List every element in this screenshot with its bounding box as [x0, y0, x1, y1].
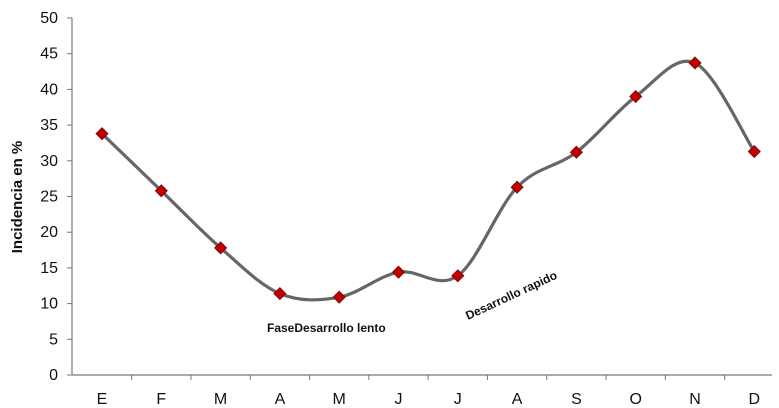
x-tick-label: N — [689, 391, 701, 408]
y-tick-label: 5 — [49, 331, 58, 348]
y-tick-label: 20 — [40, 224, 58, 241]
y-tick-label: 45 — [40, 46, 58, 63]
data-point-m-4 — [332, 290, 346, 304]
y-tick-label: 35 — [40, 117, 58, 134]
data-point-j-6 — [451, 269, 465, 283]
annotation-slow-phase: FaseDesarrollo lento — [267, 321, 386, 335]
x-tick-label: J — [454, 391, 462, 408]
x-tick-label: M — [214, 391, 227, 408]
data-point-f-1 — [154, 184, 168, 198]
x-tick-label: D — [749, 391, 761, 408]
x-tick-label: A — [512, 391, 523, 408]
y-tick-label: 50 — [40, 10, 58, 27]
series-markers — [95, 56, 761, 304]
x-tick-label: E — [97, 391, 108, 408]
x-tick-label: F — [156, 391, 166, 408]
x-tick-label: O — [629, 391, 641, 408]
data-point-e-0 — [95, 127, 109, 141]
annotation-fast-phase: Desarrollo rapido — [463, 268, 559, 323]
data-point-o-9 — [629, 89, 643, 104]
y-ticks: 0 5 10 15 20 25 30 35 40 45 50 — [40, 10, 72, 384]
y-tick-label: 15 — [40, 260, 58, 277]
data-point-a-3 — [273, 287, 287, 301]
data-point-a-7 — [510, 180, 524, 194]
y-tick-label: 0 — [49, 367, 58, 384]
x-tick-label: J — [395, 391, 403, 408]
data-point-d-11 — [747, 144, 761, 159]
y-tick-label: 40 — [40, 81, 58, 98]
y-axis-label: Incidencia en % — [9, 141, 26, 254]
x-tick-label: S — [571, 391, 582, 408]
data-point-s-8 — [569, 145, 583, 159]
y-tick-label: 10 — [40, 296, 58, 313]
series-line — [100, 59, 756, 302]
x-tick-label: A — [275, 391, 286, 408]
y-tick-label: 30 — [40, 153, 58, 170]
data-point-j-5 — [391, 265, 406, 279]
data-point-m-2 — [214, 241, 228, 255]
x-tick-label: M — [333, 391, 346, 408]
data-point-n-10 — [688, 56, 702, 70]
y-tick-label: 25 — [40, 189, 58, 206]
